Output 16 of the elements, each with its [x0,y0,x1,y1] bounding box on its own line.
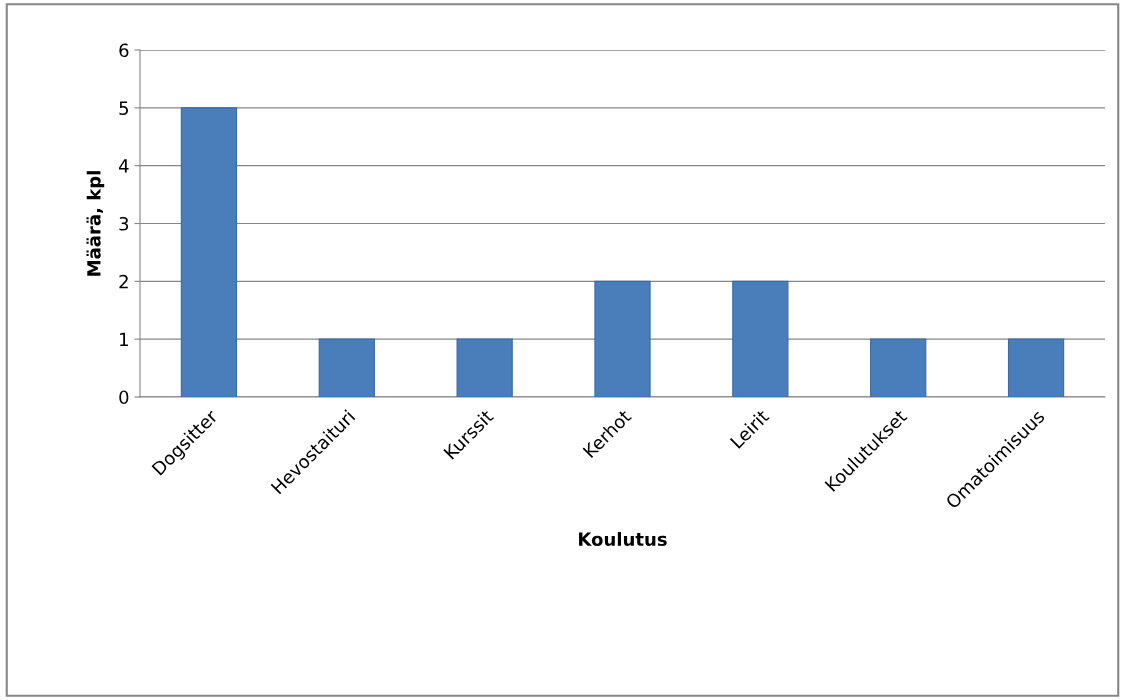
y-axis-title: Määrä, kpl [86,171,105,276]
bar [456,338,513,397]
y-tick-label: 5 [119,101,129,115]
bar [180,107,238,397]
bar [1007,338,1065,397]
y-tick-label: 3 [119,216,129,231]
y-tick-label: 0 [119,390,129,405]
y-tick-label: 1 [120,332,128,347]
bar [870,338,927,397]
y-tick-label: 2 [119,274,128,289]
bar [318,338,375,397]
y-tick-label: 6 [119,43,129,58]
x-axis-title: Koulutus [579,532,667,547]
bar [594,280,651,397]
y-tick-label: 4 [118,159,129,173]
bar [732,280,789,397]
